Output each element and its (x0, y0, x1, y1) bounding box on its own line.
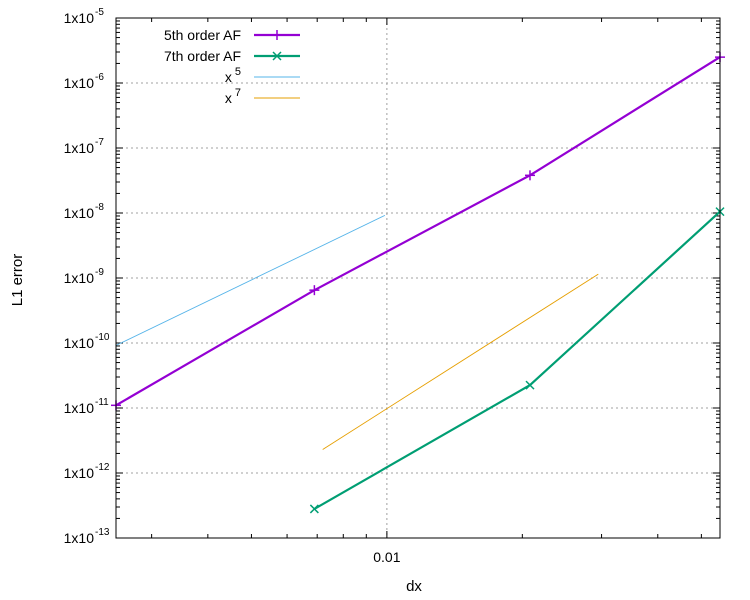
y-tick-label-base: 1x10 (64, 205, 95, 221)
series-x7-reference-line (322, 273, 599, 450)
y-tick-label: 1x10 (64, 530, 95, 546)
y-tick-label-exponent: -9 (95, 267, 104, 278)
legend: 5th order AF 7th order AF x 5 x 7 (164, 27, 300, 106)
y-tick-label-base: 1x10 (64, 400, 95, 416)
y-tick-label-exponent: -8 (95, 202, 104, 213)
y-tick-label-exponent: -10 (95, 332, 110, 343)
plot-series (111, 52, 725, 514)
y-tick-label-exponent: -13 (95, 527, 110, 538)
y-tick-label: 1x10 (64, 270, 95, 286)
y-tick-label: 1x10 (64, 465, 95, 481)
plot-border (115, 17, 721, 539)
y-tick-label-base: 1x10 (64, 75, 95, 91)
y-tick-label-exponent: -7 (95, 137, 104, 148)
y-tick-label: 1x10 (64, 335, 95, 351)
y-tick-label-base: 1x10 (64, 140, 95, 156)
x-tick-labels: 0.01 (373, 549, 400, 565)
series-x5-reference-line (115, 214, 386, 346)
series-5th-order-af-line (115, 56, 721, 407)
y-tick-label-exponent: -12 (95, 462, 110, 473)
y-tick-label: 1x10 (64, 205, 95, 221)
y-tick-label-base: 1x10 (64, 335, 95, 351)
y-axis-label: L1 error (9, 254, 26, 307)
series-x7-reference (322, 273, 599, 450)
series-7th-order-af-line (313, 210, 721, 510)
legend-item: 7th order AF (164, 48, 300, 64)
data-point-marker (525, 380, 535, 390)
x-tick-label: 0.01 (373, 549, 400, 565)
y-tick-label-exponent: -5 (95, 7, 104, 18)
y-tick-label-base: 1x10 (64, 530, 95, 546)
y-tick-label: 1x10 (64, 140, 95, 156)
y-tick-label-exponent: -6 (95, 72, 104, 83)
legend-item: 5th order AF (164, 27, 300, 43)
grid (116, 18, 720, 538)
series-x5-reference (115, 214, 386, 346)
series-5th-order-af (111, 52, 725, 411)
y-tick-label-exponent: -11 (95, 397, 109, 408)
y-tick-label-base: 1x10 (64, 465, 95, 481)
y-tick-label-base: 1x10 (64, 10, 95, 26)
y-tick-label: 1x10 (64, 10, 95, 26)
series-7th-order-af (309, 207, 725, 514)
legend-swatch-marker (272, 51, 282, 61)
legend-label: 7th order AF (164, 48, 241, 64)
data-point-marker (309, 504, 319, 514)
y-tick-label: 1x10 (64, 400, 95, 416)
legend-label: 5th order AF (164, 27, 241, 43)
y-tick-label-base: 1x10 (64, 270, 95, 286)
y-tick-label: 1x10 (64, 75, 95, 91)
x-axis-label: dx (406, 578, 422, 595)
